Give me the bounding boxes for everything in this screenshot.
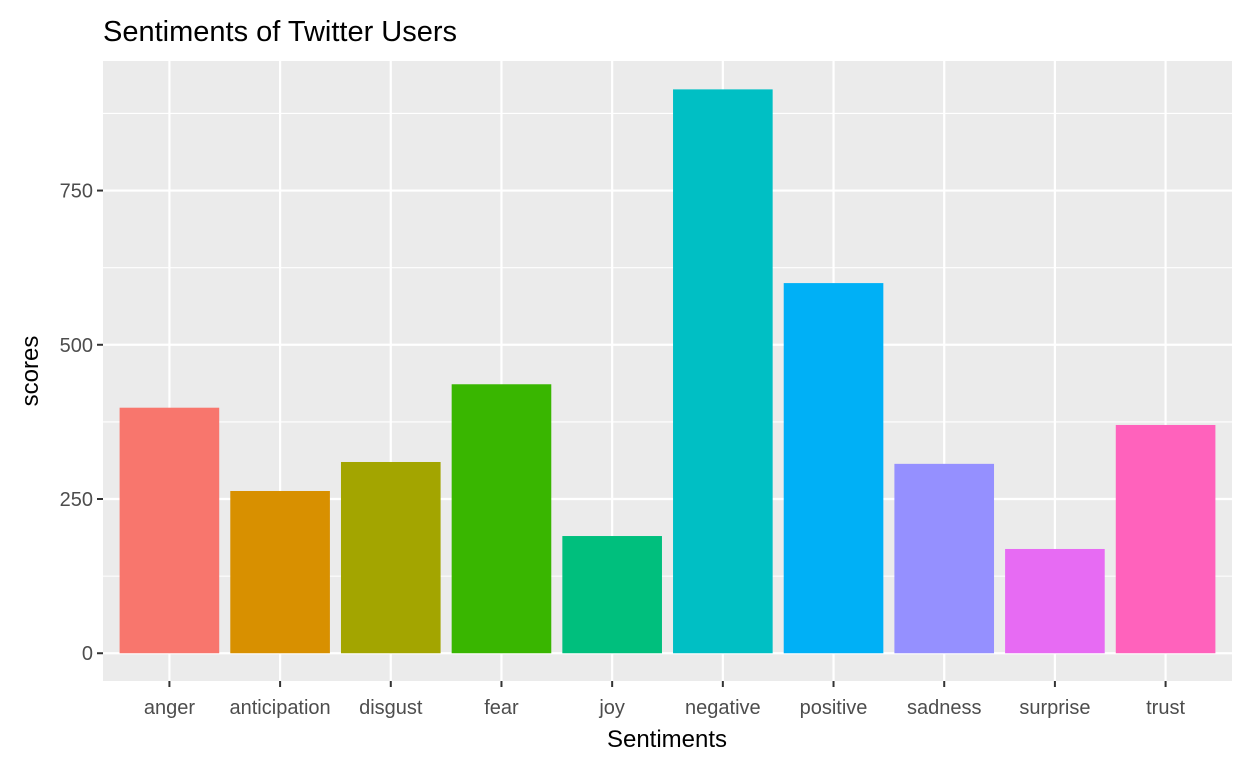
- x-tick-label: joy: [598, 697, 625, 719]
- y-axis: 0 250 500 750: [60, 181, 103, 665]
- y-axis-title: scores: [17, 336, 44, 407]
- bar-joy: [562, 536, 662, 654]
- y-tick-label: 750: [60, 181, 93, 203]
- x-tick-label: fear: [484, 697, 519, 719]
- y-tick-label: 0: [82, 643, 93, 665]
- x-tick-label: trust: [1146, 697, 1185, 719]
- bar-negative: [673, 89, 773, 654]
- x-axis: anger anticipation disgust fear joy negative p…: [144, 681, 1185, 719]
- y-tick-label: 500: [60, 335, 93, 357]
- bar-sadness: [894, 463, 995, 654]
- x-axis-title: Sentiments: [607, 726, 727, 753]
- bar-fear: [451, 384, 552, 654]
- bar-anticipation: [230, 490, 330, 654]
- x-tick-label: anger: [144, 697, 195, 719]
- bar-surprise: [1005, 548, 1105, 654]
- bar-series: [119, 89, 1216, 654]
- x-tick-label: sadness: [907, 697, 982, 719]
- bar-trust: [1115, 424, 1216, 654]
- x-tick-label: anticipation: [230, 697, 331, 719]
- bar-disgust: [340, 461, 441, 654]
- x-tick-label: positive: [800, 697, 868, 719]
- x-tick-label: negative: [685, 697, 761, 719]
- x-tick-label: surprise: [1019, 697, 1090, 719]
- x-tick-label: disgust: [359, 697, 423, 719]
- bar-positive: [783, 283, 884, 654]
- y-tick-label: 250: [60, 489, 93, 511]
- bar-anger: [119, 407, 220, 654]
- chart-title: Sentiments of Twitter Users: [103, 16, 457, 48]
